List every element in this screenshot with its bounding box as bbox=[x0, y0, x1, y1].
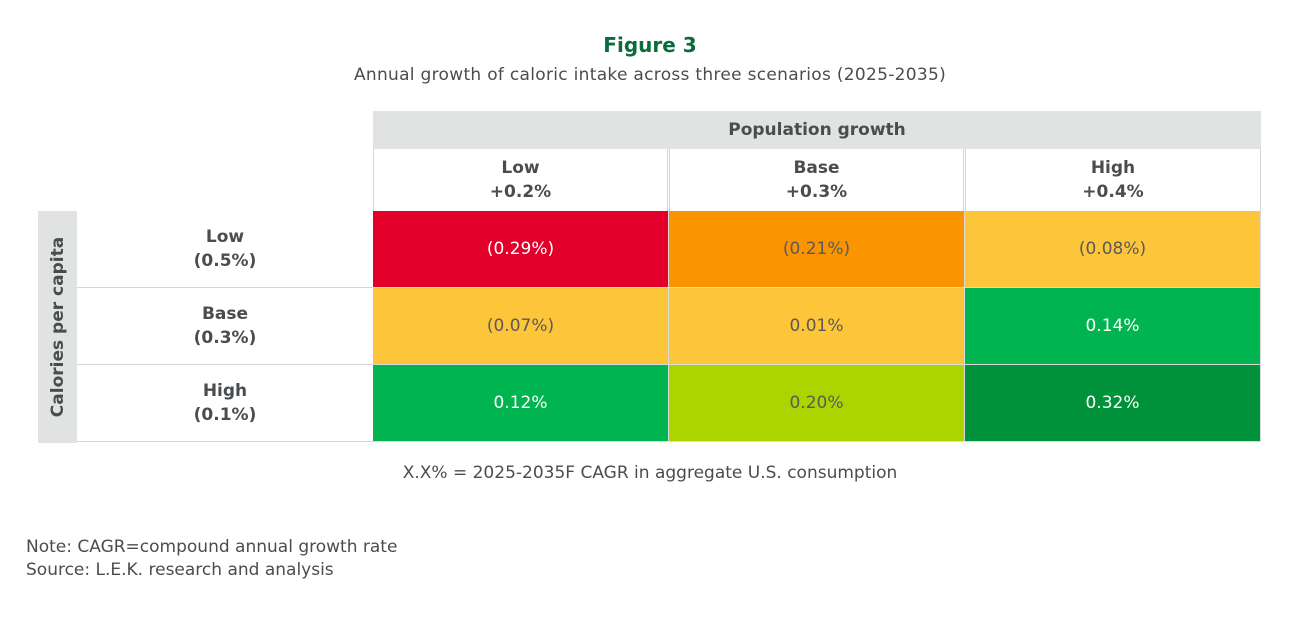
column-header-base: Base +0.3% bbox=[669, 149, 964, 211]
row-header-name: Base bbox=[201, 304, 249, 324]
column-header-value: +0.4% bbox=[1082, 182, 1144, 202]
row-header-name: High bbox=[202, 381, 248, 401]
heatmap-cell: 0.20% bbox=[669, 365, 965, 442]
column-group-header: Population growth bbox=[373, 111, 1261, 149]
column-header-low: Low +0.2% bbox=[373, 149, 668, 211]
heatmap-cell: (0.21%) bbox=[669, 211, 965, 288]
row-header-name: Low bbox=[205, 227, 245, 247]
column-header-value: +0.3% bbox=[785, 182, 848, 202]
column-header-value: +0.2% bbox=[489, 182, 552, 202]
row-header-value: (0.1%) bbox=[193, 405, 257, 425]
row-group-header: Calories per capita bbox=[38, 211, 77, 443]
legend-text: X.X% = 2025-2035F CAGR in aggregate U.S.… bbox=[402, 463, 898, 483]
heatmap-cell: 0.14% bbox=[965, 288, 1261, 365]
column-header-high: High +0.4% bbox=[965, 149, 1261, 211]
heatmap-cell: (0.07%) bbox=[373, 288, 669, 365]
column-header-name: Low bbox=[501, 158, 540, 178]
row-group-label: Calories per capita bbox=[47, 236, 68, 418]
column-header-name: Base bbox=[793, 158, 840, 178]
heatmap-cell: (0.08%) bbox=[965, 211, 1261, 288]
heatmap-cell: 0.32% bbox=[965, 365, 1261, 442]
figure-subtitle: Annual growth of caloric intake across t… bbox=[353, 65, 947, 85]
note-text: Note: CAGR=compound annual growth rate bbox=[26, 537, 398, 557]
row-header-high: High (0.1%) bbox=[77, 365, 373, 442]
row-header-base: Base (0.3%) bbox=[77, 288, 373, 365]
figure-title: Figure 3 bbox=[603, 33, 697, 57]
row-header-value: (0.5%) bbox=[193, 251, 257, 271]
row-header-value: (0.3%) bbox=[193, 328, 257, 348]
heatmap-cell: 0.12% bbox=[373, 365, 669, 442]
column-header-name: High bbox=[1090, 158, 1136, 178]
source-text: Source: L.E.K. research and analysis bbox=[26, 560, 334, 580]
heatmap-cell: (0.29%) bbox=[373, 211, 669, 288]
heatmap-cell: 0.01% bbox=[669, 288, 965, 365]
row-header-low: Low (0.5%) bbox=[77, 211, 373, 288]
